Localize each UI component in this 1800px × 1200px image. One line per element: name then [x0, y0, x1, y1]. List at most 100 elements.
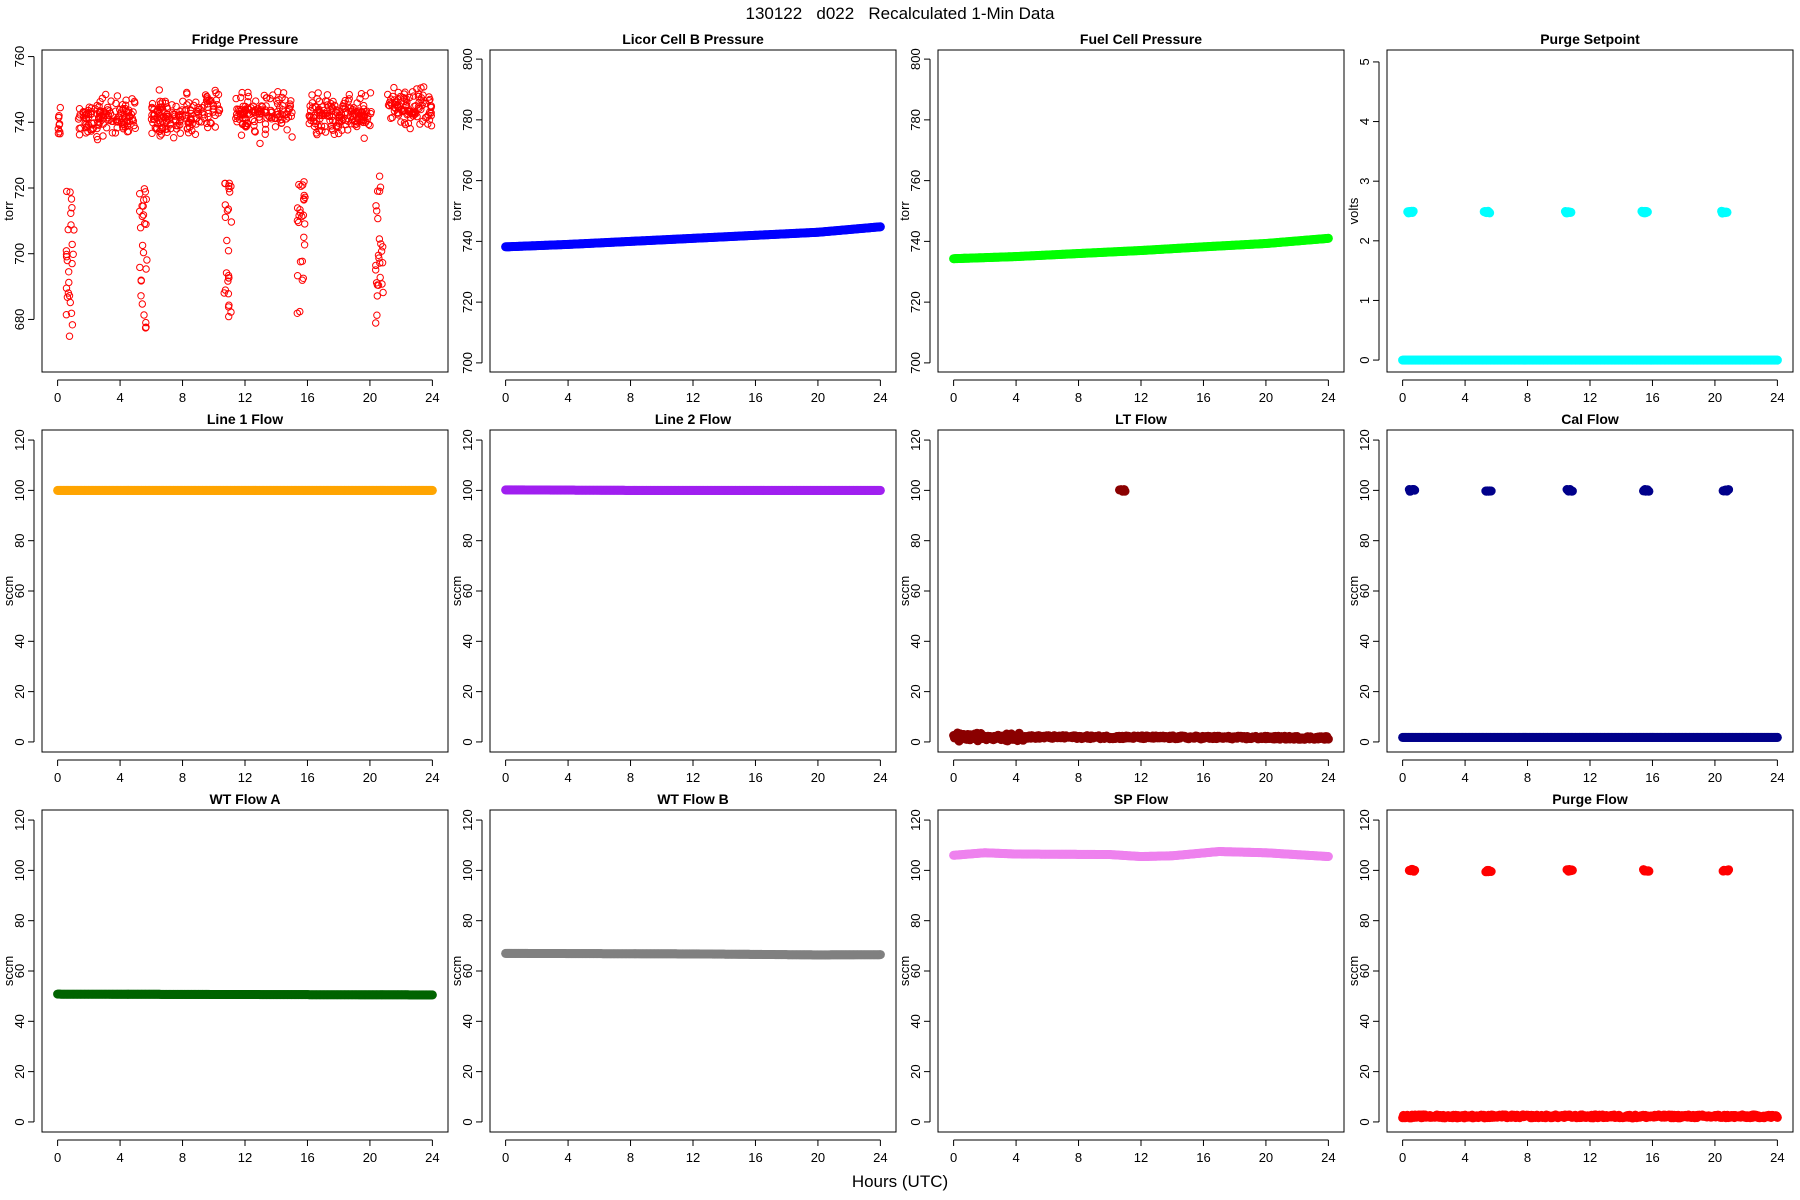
x-tick-label: 24	[425, 770, 439, 785]
data-point	[93, 135, 102, 144]
data-point	[419, 117, 427, 126]
y-tick-label: 100	[908, 480, 923, 502]
data-point	[367, 109, 375, 118]
y-tick-label: 0	[1357, 356, 1372, 363]
y-tick-label: 60	[12, 584, 27, 598]
data-point	[204, 109, 213, 118]
dip-point	[375, 254, 383, 262]
data-point	[107, 97, 115, 105]
cluster-point	[1724, 485, 1734, 495]
x-tick-label: 8	[1075, 390, 1082, 405]
data-point	[278, 119, 286, 127]
y-tick-label: 100	[12, 860, 27, 882]
data-point	[405, 93, 414, 102]
y-tick-label: 120	[1357, 429, 1372, 451]
data-point	[350, 104, 358, 112]
data-point	[204, 123, 212, 132]
dip-point	[223, 236, 231, 245]
data-point	[260, 91, 268, 100]
x-tick-label: 20	[811, 770, 825, 785]
dip-point	[62, 187, 71, 196]
data-points	[53, 989, 437, 1000]
cluster-point	[1120, 486, 1130, 496]
data-point	[333, 106, 341, 114]
x-tick-label: 4	[1461, 770, 1468, 785]
x-tick-label: 16	[300, 1150, 314, 1165]
data-point	[176, 129, 185, 137]
data-point	[357, 90, 366, 98]
data-point	[150, 111, 158, 120]
y-tick-label: 0	[908, 738, 923, 745]
x-tick-label: 12	[686, 390, 700, 405]
dip-point	[376, 273, 384, 282]
y-tick-label: 720	[460, 291, 475, 313]
y-tick-label: 680	[12, 309, 27, 331]
panel-title: Line 1 Flow	[207, 411, 283, 427]
x-tick-label: 0	[502, 770, 509, 785]
dip-point	[372, 261, 380, 270]
data-point	[183, 90, 191, 98]
dip-point	[379, 288, 387, 297]
data-point	[875, 222, 885, 232]
x-tick-label: 4	[116, 390, 123, 405]
panel-title: Cal Flow	[1561, 411, 1619, 427]
data-point	[307, 113, 315, 121]
y-axis-title: torr	[1, 201, 16, 221]
data-point	[402, 101, 411, 109]
y-tick-label: 700	[908, 352, 923, 374]
dip-point	[227, 182, 235, 191]
plot-frame	[1386, 49, 1794, 373]
dip-point	[293, 216, 302, 225]
data-point	[279, 102, 287, 110]
panel-title: Fuel Cell Pressure	[1080, 31, 1202, 47]
cluster-point	[1642, 207, 1652, 217]
cluster-point	[1722, 207, 1732, 217]
dip-point	[136, 190, 144, 198]
y-tick-label: 780	[460, 109, 475, 131]
y-tick-label: 4	[1357, 118, 1372, 125]
dip-point	[301, 193, 309, 202]
x-tick-label: 16	[1645, 770, 1659, 785]
dip-point	[139, 202, 147, 210]
data-point	[387, 114, 395, 123]
cluster-point	[1410, 485, 1420, 495]
data-point	[388, 101, 396, 109]
panel-title: Fridge Pressure	[192, 31, 299, 47]
dip-point	[221, 201, 230, 209]
y-tick-label: 40	[1357, 634, 1372, 648]
dip-point	[62, 311, 71, 319]
plot-frame	[41, 429, 449, 753]
x-tick-label: 4	[1461, 390, 1468, 405]
data-point	[288, 133, 296, 141]
dip-point	[220, 289, 228, 297]
data-point	[83, 122, 91, 131]
data-point	[338, 126, 346, 134]
data-point	[244, 88, 252, 97]
data-point	[401, 88, 409, 96]
dip-point	[63, 293, 72, 301]
y-tick-label: 0	[1357, 738, 1372, 745]
dip-point	[225, 274, 233, 282]
x-tick-label: 8	[179, 390, 186, 405]
data-point	[236, 109, 244, 118]
dip-point	[142, 265, 150, 273]
data-points	[501, 222, 885, 252]
y-tick-label: 40	[460, 634, 475, 648]
data-point	[344, 126, 352, 134]
data-point	[194, 108, 202, 116]
data-point	[354, 110, 362, 118]
dip-point	[378, 259, 387, 267]
y-tick-label: 60	[1357, 584, 1372, 598]
data-point	[323, 101, 332, 109]
y-tick-label: 760	[908, 170, 923, 192]
data-point	[358, 108, 367, 117]
dip-point	[65, 268, 73, 276]
dip-point	[293, 272, 302, 280]
data-point	[232, 94, 240, 103]
y-tick-label: 80	[12, 533, 27, 547]
